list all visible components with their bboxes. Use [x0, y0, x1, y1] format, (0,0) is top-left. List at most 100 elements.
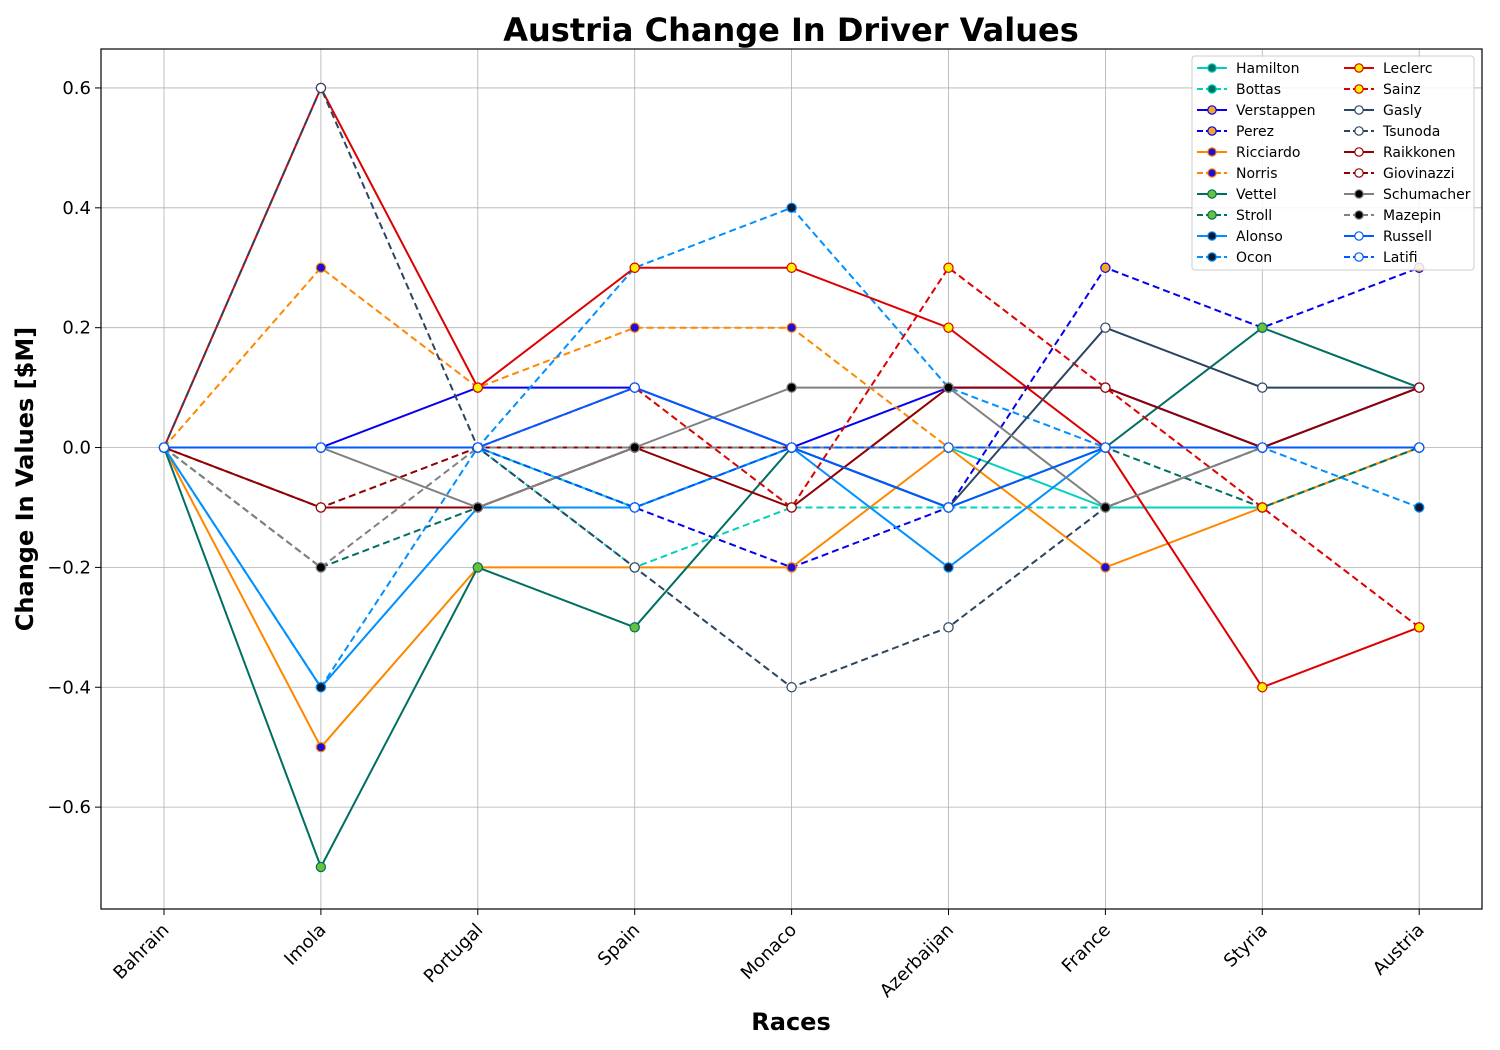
- data-point: [943, 322, 954, 333]
- legend-marker: [1354, 84, 1364, 94]
- data-point: [1257, 442, 1268, 453]
- data-point: [1100, 262, 1111, 273]
- data-point: [786, 442, 797, 453]
- legend-marker: [1207, 231, 1217, 241]
- data-point: [1100, 502, 1111, 513]
- legend-label: Raikkonen: [1383, 145, 1456, 161]
- x-axis-label: Races: [751, 1008, 830, 1036]
- legend-item-sainz: Sainz: [1344, 82, 1421, 98]
- legend-label: Hamilton: [1236, 61, 1299, 77]
- legend-item-bottas: Bottas: [1197, 82, 1281, 98]
- data-point: [1257, 382, 1268, 393]
- legend-marker: [1207, 84, 1217, 94]
- data-point: [629, 442, 640, 453]
- y-tick-label: 0.4: [62, 198, 91, 219]
- data-point: [315, 741, 327, 753]
- data-point: [315, 82, 327, 94]
- data-point: [1100, 322, 1111, 333]
- legend-item-leclerc: Leclerc: [1344, 61, 1433, 77]
- data-point: [786, 502, 797, 513]
- legend-item-gasly: Gasly: [1344, 103, 1422, 119]
- series-line-stroll: [163, 446, 1420, 569]
- x-tick-label: Styria: [1220, 920, 1272, 972]
- data-point: [1257, 502, 1268, 513]
- series-lines: [158, 82, 1425, 873]
- x-axis-ticks: Bahrain Imola Portugal Spain Monaco Azerbaija…: [109, 909, 1429, 1002]
- legend-marker: [1354, 126, 1364, 136]
- legend-marker: [1354, 231, 1364, 241]
- x-tick-label: Portugal: [420, 920, 488, 988]
- chart-title: Austria Change In Driver Values: [503, 11, 1079, 49]
- data-point: [629, 322, 640, 333]
- legend-label: Ocon: [1236, 250, 1272, 266]
- data-point: [943, 562, 954, 573]
- legend-marker: [1354, 210, 1364, 220]
- legend-label: Alonso: [1236, 229, 1283, 245]
- legend-marker: [1354, 147, 1364, 157]
- y-tick-label: 0.0: [62, 438, 91, 459]
- y-tick-label: 0.6: [62, 78, 91, 99]
- data-point: [786, 322, 797, 333]
- legend-marker: [1354, 189, 1364, 199]
- legend-item-perez: Perez: [1197, 124, 1274, 140]
- data-point: [315, 682, 327, 693]
- data-point: [943, 382, 954, 393]
- data-point: [315, 502, 327, 513]
- x-tick-label: Monaco: [737, 920, 801, 984]
- legend-marker: [1354, 63, 1364, 73]
- legend-item-hamilton: Hamilton: [1197, 61, 1299, 77]
- data-point: [943, 622, 954, 633]
- data-point: [158, 442, 170, 453]
- legend-marker: [1207, 189, 1217, 199]
- legend: Hamilton Bottas Verstappen Perez Ricciardo No…: [1191, 55, 1475, 271]
- legend-item-alonso: Alonso: [1197, 229, 1283, 245]
- data-point: [943, 442, 954, 453]
- legend-item-tsunoda: Tsunoda: [1344, 124, 1440, 140]
- data-point: [629, 502, 640, 513]
- data-point: [629, 562, 640, 573]
- legend-label: Tsunoda: [1382, 124, 1440, 140]
- data-point: [1257, 682, 1268, 693]
- data-point: [1100, 382, 1111, 393]
- data-point: [315, 562, 327, 573]
- legend-item-ricciardo: Ricciardo: [1197, 145, 1300, 161]
- legend-marker: [1354, 168, 1364, 178]
- legend-label: Norris: [1236, 166, 1278, 182]
- legend-label: Latifi: [1383, 250, 1418, 266]
- legend-label: Giovinazzi: [1383, 166, 1455, 182]
- legend-label: Sainz: [1383, 82, 1421, 98]
- data-point: [1413, 442, 1425, 453]
- data-point: [943, 262, 954, 273]
- legend-item-russell: Russell: [1344, 229, 1432, 245]
- y-axis-label: Change In Values [$M]: [11, 327, 39, 631]
- legend-label: Perez: [1236, 124, 1274, 140]
- x-tick-label: Austria: [1369, 920, 1429, 980]
- legend-marker: [1354, 105, 1364, 115]
- legend-label: Gasly: [1383, 103, 1422, 119]
- data-point: [472, 502, 483, 513]
- data-point: [786, 382, 797, 393]
- y-tick-label: −0.2: [47, 557, 91, 578]
- legend-label: Verstappen: [1236, 103, 1315, 119]
- legend-box: [1191, 55, 1475, 271]
- legend-item-ocon: Ocon: [1197, 250, 1272, 266]
- legend-marker: [1207, 63, 1217, 73]
- legend-label: Russell: [1383, 229, 1432, 245]
- data-point: [786, 202, 797, 214]
- legend-marker: [1207, 168, 1217, 178]
- legend-label: Vettel: [1236, 187, 1277, 203]
- y-tick-label: −0.6: [47, 797, 91, 818]
- legend-item-verstappen: Verstappen: [1197, 103, 1315, 119]
- data-point: [1100, 562, 1111, 573]
- data-point: [629, 382, 640, 393]
- legend-label: Bottas: [1236, 82, 1281, 98]
- data-point: [786, 262, 797, 273]
- x-tick-label: Bahrain: [109, 920, 173, 984]
- legend-item-giovinazzi: Giovinazzi: [1344, 166, 1455, 182]
- series-latifi: [158, 442, 1425, 513]
- data-point: [472, 442, 483, 453]
- data-point: [472, 562, 483, 573]
- legend-marker: [1207, 126, 1217, 136]
- legend-label: Schumacher: [1383, 187, 1471, 203]
- x-tick-label: Spain: [594, 920, 644, 970]
